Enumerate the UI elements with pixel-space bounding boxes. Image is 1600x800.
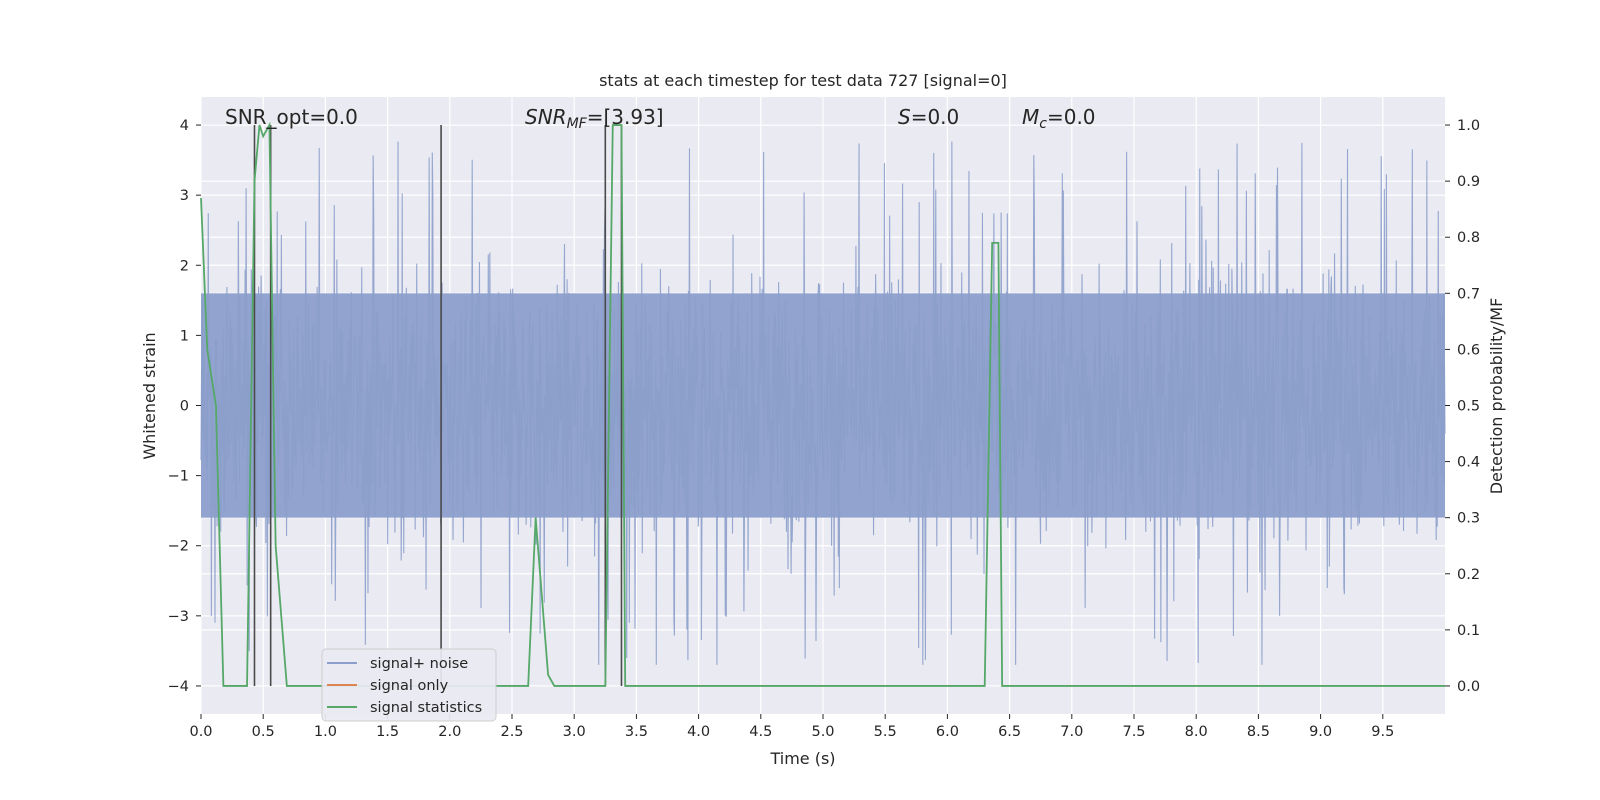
x-tick-label: 3.5 — [625, 724, 648, 740]
y-right-tick-label: 1.0 — [1457, 118, 1480, 134]
y-left-tick-label: −1 — [168, 469, 189, 485]
y-right-tick-label: 0.4 — [1457, 455, 1480, 471]
x-tick-label: 8.0 — [1185, 724, 1208, 740]
y-left-tick-label: −4 — [168, 679, 189, 695]
noise-trace — [200, 141, 1446, 665]
x-tick-label: 8.5 — [1247, 724, 1270, 740]
x-tick-label: 5.0 — [811, 724, 834, 740]
legend-label: signal only — [370, 678, 449, 694]
x-tick-label: 9.5 — [1371, 724, 1394, 740]
y-left-tick-label: 0 — [180, 399, 189, 415]
x-tick-label: 2.0 — [438, 724, 461, 740]
y-right-tick-label: 0.0 — [1457, 679, 1480, 695]
y-left-tick-label: 1 — [180, 328, 189, 344]
x-tick-label: 4.5 — [749, 724, 772, 740]
x-tick-label: 6.5 — [998, 724, 1021, 740]
annotations: SNR_opt=0.0 SNRMF=[3.93] S=0.0 Mc=0.0 — [225, 105, 1096, 132]
x-tick-label: 6.0 — [936, 724, 959, 740]
chart-title: stats at each timestep for test data 727… — [599, 71, 1007, 90]
x-tick-label: 7.5 — [1122, 724, 1145, 740]
y-right-tick-label: 0.5 — [1457, 399, 1480, 415]
x-tick-label: 4.0 — [687, 724, 710, 740]
x-tick-label: 9.0 — [1309, 724, 1332, 740]
annotation-snr-opt: SNR_opt=0.0 — [225, 105, 358, 129]
y-right-tick-label: 0.8 — [1457, 230, 1480, 246]
y-right-tick-label: 0.9 — [1457, 174, 1480, 190]
annotation-snr-mf: SNRMF=[3.93] — [525, 105, 664, 132]
y-right-tick-label: 0.6 — [1457, 342, 1480, 358]
annotation-mc-sub: c — [1039, 116, 1047, 132]
y-right-tick-label: 0.7 — [1457, 286, 1480, 302]
y-left-tick-label: 3 — [180, 188, 189, 204]
y-axis-left-label: Whitened strain — [140, 332, 159, 459]
legend-label: signal+ noise — [370, 656, 468, 672]
x-tick-label: 1.5 — [376, 724, 399, 740]
y-right-tick-label: 0.2 — [1457, 567, 1480, 583]
legend: signal+ noise signal only signal statistic… — [321, 648, 497, 722]
x-tick-label: 0.5 — [252, 724, 275, 740]
y-left-tick-label: −2 — [168, 539, 189, 555]
axes: 0.0 0.5 1.0 1.5 2.0 2.5 3.0 3.5 4.0 4.5 5.0 5.5 6.0 6… — [168, 118, 1480, 740]
annotation-snr-mf-value: =[3.93] — [587, 105, 664, 129]
x-tick-label: 1.0 — [314, 724, 337, 740]
x-tick-label: 0.0 — [189, 724, 212, 740]
y-left-tick-label: 2 — [180, 258, 189, 274]
x-axis-label: Time (s) — [769, 749, 835, 768]
annotation-s-label: S — [898, 105, 911, 129]
x-tick-label: 7.0 — [1060, 724, 1083, 740]
x-tick-label: 3.0 — [563, 724, 586, 740]
legend-box — [321, 648, 497, 722]
y-left-tick-label: 4 — [180, 118, 189, 134]
annotation-s-value: =0.0 — [911, 105, 960, 129]
series-signal-noise — [200, 141, 1446, 665]
annotation-snr-mf-prefix: SNR — [525, 105, 567, 129]
annotation-mc-label: M — [1022, 105, 1039, 129]
y-right-tick-label: 0.1 — [1457, 623, 1480, 639]
x-tick-label: 2.5 — [500, 724, 523, 740]
y-right-tick-label: 0.3 — [1457, 511, 1480, 527]
annotation-mc-value: =0.0 — [1047, 105, 1096, 129]
annotation-snr-mf-sub: MF — [567, 116, 588, 132]
annotation-s: S=0.0 — [898, 105, 959, 129]
y-left-tick-label: −3 — [168, 609, 189, 625]
x-tick-label: 5.5 — [874, 724, 897, 740]
annotation-mc: Mc=0.0 — [1022, 105, 1096, 132]
legend-label: signal statistics — [370, 700, 482, 716]
y-axis-right-label: Detection probability/MF — [1487, 298, 1506, 495]
